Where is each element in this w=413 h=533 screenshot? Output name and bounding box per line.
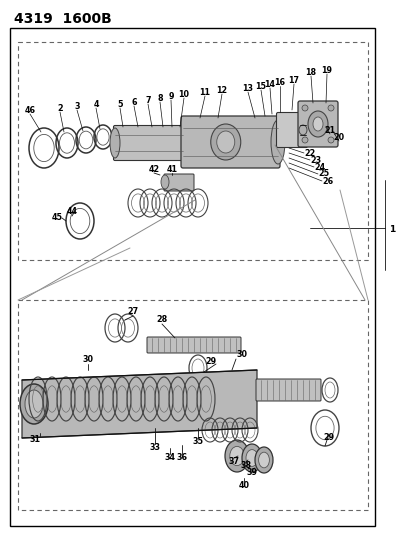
Ellipse shape bbox=[216, 131, 234, 153]
Ellipse shape bbox=[327, 105, 333, 111]
Ellipse shape bbox=[110, 128, 120, 158]
Text: 22: 22 bbox=[304, 149, 315, 157]
Text: 44: 44 bbox=[66, 207, 77, 216]
Text: 46: 46 bbox=[24, 106, 36, 115]
Text: 27: 27 bbox=[127, 308, 138, 317]
Text: 30: 30 bbox=[236, 351, 247, 359]
FancyBboxPatch shape bbox=[164, 174, 194, 191]
Ellipse shape bbox=[25, 390, 43, 418]
Ellipse shape bbox=[254, 447, 272, 473]
Text: 6: 6 bbox=[131, 98, 136, 107]
Ellipse shape bbox=[312, 117, 322, 131]
Text: 21: 21 bbox=[324, 125, 335, 134]
Text: 35: 35 bbox=[192, 438, 203, 447]
Text: 38: 38 bbox=[240, 462, 251, 471]
FancyBboxPatch shape bbox=[255, 379, 320, 401]
FancyBboxPatch shape bbox=[180, 116, 279, 168]
Ellipse shape bbox=[242, 444, 261, 472]
Text: 24: 24 bbox=[314, 163, 325, 172]
Text: 25: 25 bbox=[318, 169, 329, 179]
Text: 14: 14 bbox=[264, 79, 275, 88]
Text: 20: 20 bbox=[332, 133, 344, 141]
Ellipse shape bbox=[301, 137, 307, 143]
Text: 16: 16 bbox=[274, 77, 285, 86]
Text: 1: 1 bbox=[388, 225, 394, 235]
Text: 5: 5 bbox=[117, 100, 122, 109]
Ellipse shape bbox=[229, 447, 244, 466]
Text: 29: 29 bbox=[323, 433, 334, 442]
Ellipse shape bbox=[245, 450, 257, 466]
Ellipse shape bbox=[307, 111, 327, 137]
Ellipse shape bbox=[20, 384, 48, 424]
Text: 39: 39 bbox=[246, 469, 257, 478]
Text: 42: 42 bbox=[148, 166, 159, 174]
Text: 29: 29 bbox=[205, 358, 216, 367]
Ellipse shape bbox=[271, 120, 284, 164]
Ellipse shape bbox=[210, 124, 240, 160]
Ellipse shape bbox=[301, 105, 307, 111]
Text: 19: 19 bbox=[321, 66, 332, 75]
Text: 36: 36 bbox=[176, 454, 187, 463]
Text: 9: 9 bbox=[168, 92, 173, 101]
Ellipse shape bbox=[298, 125, 306, 135]
Text: 4: 4 bbox=[93, 100, 99, 109]
Text: 12: 12 bbox=[216, 85, 227, 94]
Text: 34: 34 bbox=[164, 454, 175, 463]
Ellipse shape bbox=[258, 452, 269, 468]
Text: 33: 33 bbox=[149, 443, 160, 453]
Text: 13: 13 bbox=[242, 84, 253, 93]
FancyBboxPatch shape bbox=[297, 101, 337, 147]
Text: 10: 10 bbox=[178, 90, 189, 99]
Text: 41: 41 bbox=[166, 166, 177, 174]
Ellipse shape bbox=[327, 137, 333, 143]
Text: 45: 45 bbox=[51, 214, 62, 222]
FancyBboxPatch shape bbox=[147, 337, 240, 353]
FancyBboxPatch shape bbox=[113, 125, 184, 160]
Text: 37: 37 bbox=[228, 457, 239, 466]
Text: 2: 2 bbox=[57, 103, 63, 112]
Text: 7: 7 bbox=[145, 95, 150, 104]
Text: 4319  1600B: 4319 1600B bbox=[14, 12, 112, 26]
Text: 30: 30 bbox=[82, 356, 93, 365]
Text: 31: 31 bbox=[29, 435, 40, 445]
Bar bbox=[18, 300, 367, 510]
Text: 40: 40 bbox=[238, 481, 249, 490]
Bar bbox=[10, 28, 374, 526]
Bar bbox=[18, 42, 367, 260]
Text: 11: 11 bbox=[199, 87, 210, 96]
Text: 23: 23 bbox=[310, 156, 321, 165]
FancyBboxPatch shape bbox=[276, 112, 307, 148]
Polygon shape bbox=[22, 370, 256, 438]
Text: 28: 28 bbox=[156, 316, 167, 325]
Ellipse shape bbox=[161, 175, 169, 189]
Ellipse shape bbox=[224, 440, 248, 472]
Text: 8: 8 bbox=[157, 93, 162, 102]
Text: 15: 15 bbox=[255, 82, 266, 91]
Text: 18: 18 bbox=[305, 68, 316, 77]
Text: 17: 17 bbox=[288, 76, 299, 85]
Text: 26: 26 bbox=[322, 176, 333, 185]
Text: 3: 3 bbox=[74, 101, 80, 110]
